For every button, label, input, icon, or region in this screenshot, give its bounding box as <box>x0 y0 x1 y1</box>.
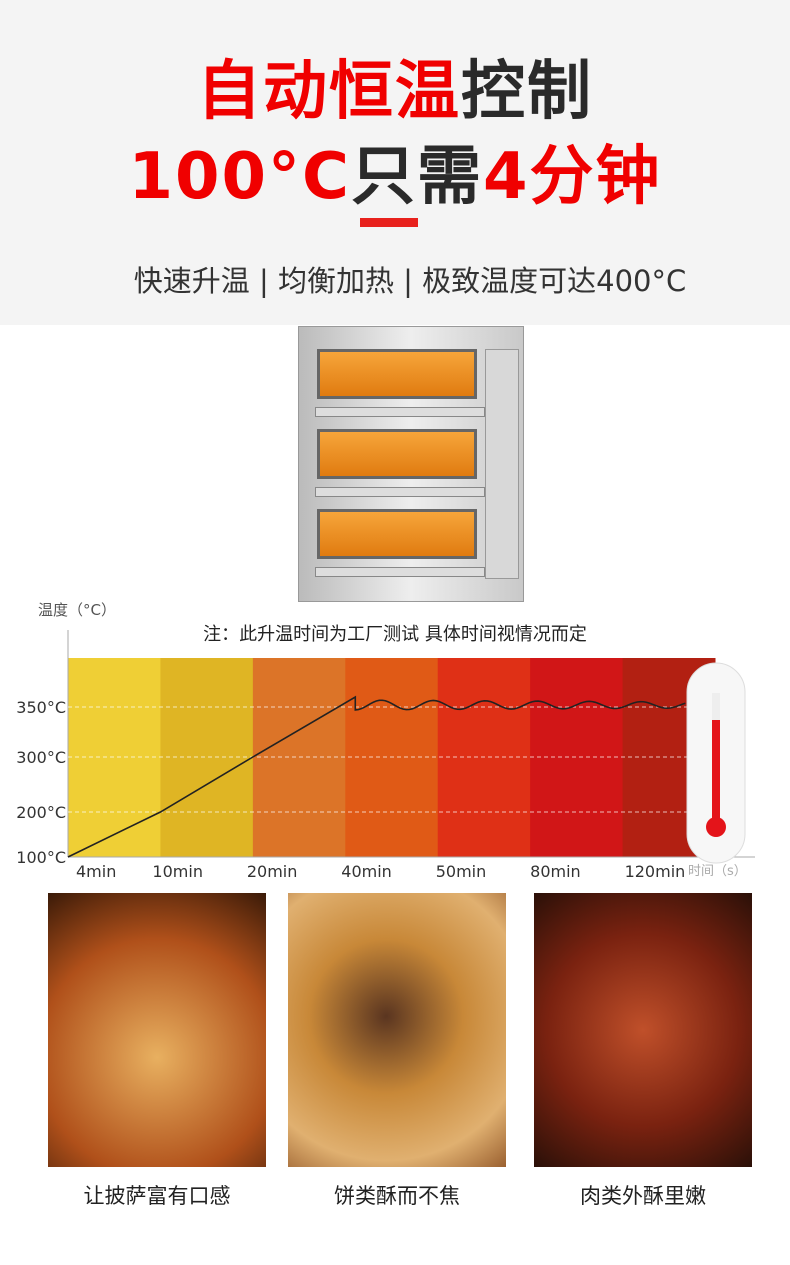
headline-dark: 只需 <box>351 140 484 214</box>
x-tick-label: 50min <box>436 862 487 881</box>
x-axis-label: 时间（s） <box>688 864 747 879</box>
oven-handle <box>315 567 485 577</box>
headline-line1: 自动恒温控制 <box>0 40 790 132</box>
y-tick-label: 350°C <box>16 698 66 717</box>
oven-image <box>298 326 524 602</box>
y-tick-label: 200°C <box>16 803 66 822</box>
subtitle: 快速升温 | 均衡加热 | 极致温度可达400°C <box>133 264 687 298</box>
pastry-photo <box>288 893 506 1167</box>
thermometer-icon <box>686 662 746 864</box>
temperature-curve <box>67 695 686 858</box>
chicken-wings-photo <box>534 893 752 1167</box>
hero-section: 自动恒温控制 100°C只需4分钟 快速升温 | 均衡加热 | 极致温度可达40… <box>0 0 790 325</box>
headline-dark: 控制 <box>461 55 593 129</box>
x-tick-label: 40min <box>341 862 392 881</box>
temperature-chart: 温度（°C） 注：此升温时间为工厂测试 具体时间视情况而定 时间（s） 100°… <box>16 601 755 881</box>
x-tick-label: 10min <box>152 862 203 881</box>
photo-caption: 让披萨富有口感 <box>83 1184 231 1208</box>
y-tick-label: 100°C <box>16 848 66 867</box>
oven-handle <box>315 487 485 497</box>
divider <box>360 218 418 227</box>
headline-red: 100°C <box>128 140 352 214</box>
oven-deck <box>317 429 477 479</box>
photo-caption: 饼类酥而不焦 <box>334 1184 460 1208</box>
x-tick-label: 4min <box>76 862 116 881</box>
y-tick-label: 300°C <box>16 748 66 767</box>
photo-caption: 肉类外酥里嫩 <box>580 1184 706 1208</box>
headline-red: 自动恒温 <box>197 55 461 129</box>
headline-line2: 100°C只需4分钟 <box>0 125 790 217</box>
oven-handle <box>315 407 485 417</box>
oven-deck <box>317 349 477 399</box>
x-tick-label: 80min <box>530 862 581 881</box>
chart-note: 注：此升温时间为工厂测试 具体时间视情况而定 <box>203 624 587 645</box>
pizza-photo <box>48 893 266 1167</box>
y-axis-label: 温度（°C） <box>38 601 116 619</box>
x-tick-label: 120min <box>625 862 686 881</box>
oven-deck <box>317 509 477 559</box>
headline-red: 4分钟 <box>483 140 662 214</box>
x-tick-label: 20min <box>247 862 298 881</box>
control-panel <box>485 349 519 579</box>
